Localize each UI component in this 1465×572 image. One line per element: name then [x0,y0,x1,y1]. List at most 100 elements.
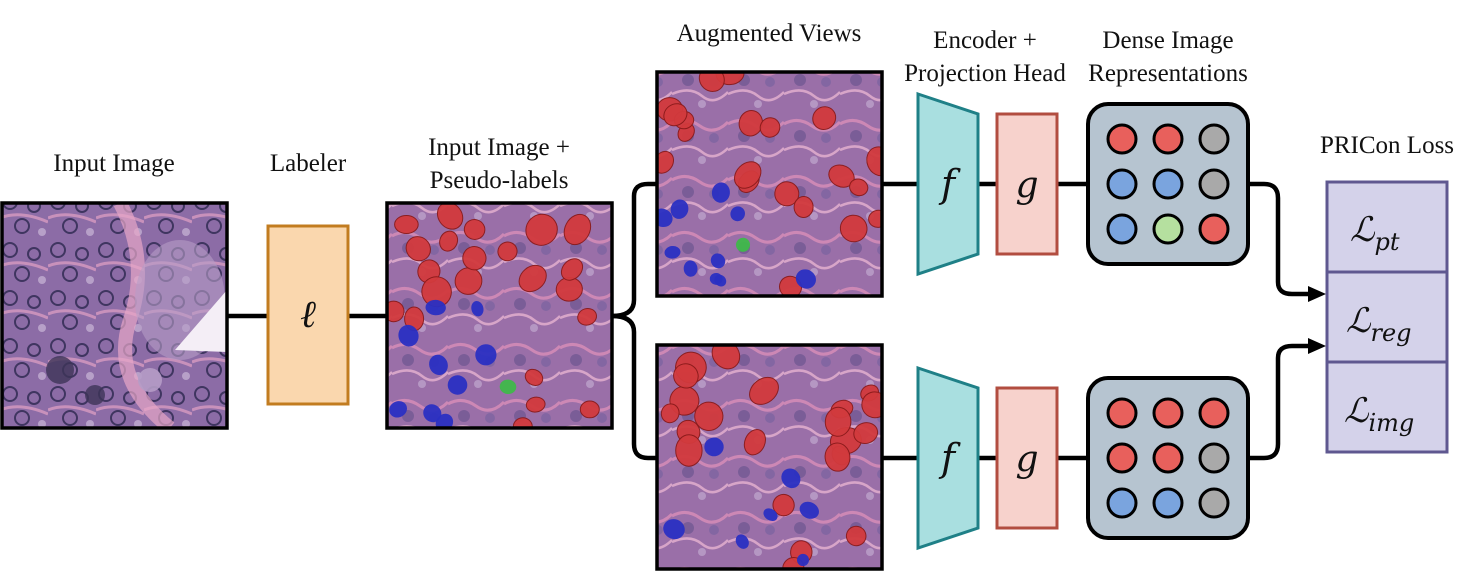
connector-pseudo-aug1 [611,181,657,319]
dense-dot-bottom-5 [1198,442,1230,474]
aug1-nucleus-blue-2 [683,260,698,277]
pricon-loss-stack: ℒpt ℒreg ℒimg [1325,180,1449,454]
dense-dot-bottom-1 [1152,397,1184,429]
dense-dot-bottom-4 [1152,442,1184,474]
dense-dot-top-8 [1198,213,1230,245]
loss-term-reg: ℒreg [1346,301,1412,347]
label-encoder-line1: Encoder + [933,27,1037,54]
aug2-nucleus-red-14 [824,442,851,472]
input-image-thumbnail [0,201,229,430]
encoder-bottom: f [916,365,980,551]
dense-dot-bottom-7 [1152,487,1184,519]
dense-dot-top-7 [1152,213,1184,245]
aug1-nucleus-blue-3 [714,274,727,287]
aug1-nucleus-green-0 [735,237,751,252]
aug2-nucleus-red-10 [743,429,766,456]
label-input-plus-line2: Pseudo-labels [430,167,569,194]
projection-bottom-symbol: g [1015,439,1038,480]
label-encoder-line2: Projection Head [904,60,1066,87]
pseudo-nucleus-red-7 [454,267,483,295]
pseudo-nucleus-blue-3 [425,299,446,316]
aug2-nucleus-red-8 [660,403,680,424]
aug1-nucleus-red-18 [839,214,868,243]
label-dense-line1: Dense Image [1102,27,1233,54]
aug1-nucleus-red-10 [663,103,688,127]
aug2-nucleus-red-15 [675,434,703,467]
loss-term-img: ℒimg [1344,391,1414,437]
aug1-nucleus-blue-0 [711,182,730,203]
pseudo-nucleus-blue-5 [429,354,448,376]
pseudo-nucleus-red-9 [463,219,486,240]
pseudo-nucleus-red-0 [577,307,597,326]
dense-dot-bottom-2 [1198,397,1230,429]
encoder-top: f [916,91,980,277]
pseudo-nucleus-red-19 [579,400,600,419]
dense-dot-top-5 [1198,168,1230,200]
labeler-box: ℓ [266,224,350,406]
aug1-nucleus-red-14 [866,146,882,177]
aug2-nucleus-blue-1 [663,519,685,540]
augmented-view-bottom [655,343,884,571]
aug1-nucleus-red-13 [812,106,837,130]
aug1-nucleus-red-4 [759,117,781,138]
dense-dot-top-6 [1106,213,1138,245]
pseudo-nucleus-red-17 [518,264,547,293]
dense-dot-top-1 [1152,123,1184,155]
aug2-nucleus-red-17 [673,363,699,389]
aug2-nucleus-red-18 [845,525,867,547]
aug1-nucleus-red-15 [849,178,869,197]
label-input-plus-line1: Input Image + [428,134,570,161]
aug2-nucleus-blue-4 [796,553,810,567]
aug2-nucleus-red-9 [853,422,879,445]
pseudo-nucleus-blue-7 [475,344,497,366]
pseudo-nucleus-blue-0 [471,300,484,317]
aug2-nucleus-blue-6 [781,468,801,489]
dense-dot-top-0 [1106,123,1138,155]
labeler-symbol: ℓ [300,292,316,336]
label-augmented-views: Augmented Views [677,20,862,47]
loss-box-reg [1325,270,1449,364]
dense-dot-top-3 [1106,168,1138,200]
pseudo-nucleus-red-21 [525,396,546,413]
pseudo-nucleus-red-15 [560,258,584,281]
connectors [227,181,1310,461]
aug1-nucleus-blue-4 [795,269,816,289]
pseudo-nucleus-blue-4 [398,324,419,347]
loss-box-pt [1325,180,1449,274]
pseudo-nucleus-red-13 [525,213,558,246]
pseudo-nucleus-red-1 [405,236,431,262]
aug2-nucleus-blue-2 [704,437,724,457]
dense-dot-top-4 [1152,168,1184,200]
pseudo-nucleus-blue-2 [423,404,442,423]
label-dense-line2: Representations [1088,60,1248,87]
pseudo-nucleus-red-20 [524,368,544,386]
connector-dense1-loss [1248,181,1310,297]
label-loss-title: PRICon Loss [1320,132,1454,159]
pseudo-nucleus-red-6 [394,215,419,234]
aug1-nucleus-red-17 [868,209,882,228]
aug2-nucleus-blue-3 [799,501,819,519]
aug2-nucleus-red-16 [824,406,852,437]
aug1-nucleus-blue-7 [730,206,745,222]
aug1-nucleus-red-19 [793,196,814,218]
dense-representation-bottom [1086,376,1250,540]
projection-head-bottom: g [995,386,1059,530]
aug2-nucleus-blue-5 [735,534,749,549]
augmented-view-top [655,70,884,298]
aug1-nucleus-red-16 [779,275,802,296]
pseudo-nucleus-red-14 [497,241,518,262]
aug2-nucleus-blue-0 [763,508,778,522]
aug2-nucleus-red-5 [749,376,779,405]
connector-pseudo-aug2 [611,313,657,461]
dense-dot-bottom-6 [1106,487,1138,519]
aug1-nucleus-blue-8 [664,245,681,259]
label-input-image: Input Image [53,150,174,177]
label-labeler: Labeler [270,150,347,177]
dense-dot-bottom-0 [1106,397,1138,429]
projection-top-symbol: g [1015,165,1038,206]
pseudo-nucleus-green-0 [499,379,517,395]
dense-representation-top [1086,102,1250,266]
dense-dot-top-2 [1198,123,1230,155]
